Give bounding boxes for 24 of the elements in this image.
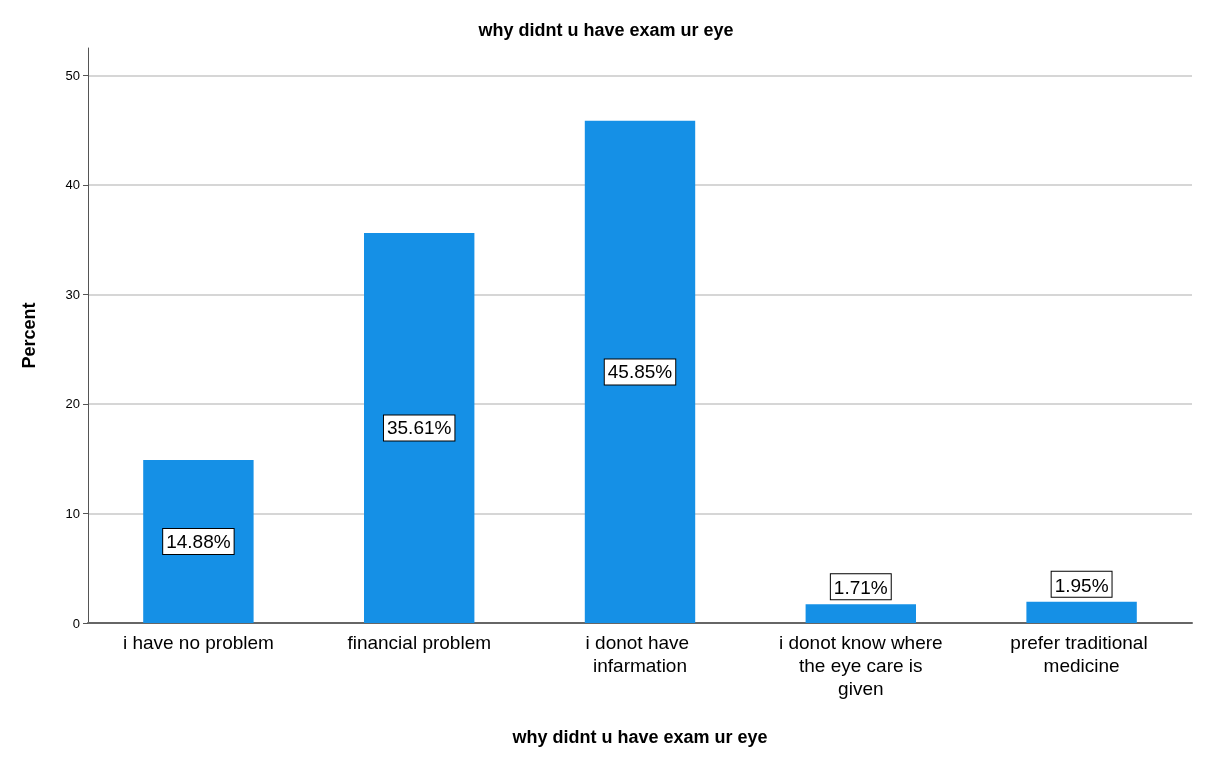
y-axis-title: Percent: [19, 302, 39, 369]
x-tick-label: i donot have infarmation: [585, 632, 695, 676]
data-label: 35.61%: [386, 417, 452, 439]
bar: [1026, 601, 1137, 623]
x-axis-title: why didnt u have exam ur eye: [511, 727, 768, 747]
y-tick-label: 20: [65, 396, 80, 412]
data-label: 45.85%: [607, 361, 673, 383]
y-tick-label: 0: [72, 615, 80, 631]
bar: [584, 120, 696, 623]
y-tick-label: 50: [65, 67, 80, 83]
bar: [805, 604, 916, 623]
x-tick-label: prefer traditional medicine: [1010, 632, 1153, 676]
x-tick-label: financial problem: [347, 632, 492, 653]
chart-title: why didnt u have exam ur eye: [477, 20, 734, 40]
y-tick-label: 30: [65, 286, 80, 302]
data-label: 14.88%: [166, 531, 231, 553]
bar: [364, 232, 475, 623]
bar: [143, 460, 254, 623]
y-tick-label: 40: [65, 177, 80, 193]
data-label: 1.71%: [833, 577, 888, 599]
data-label: 1.95%: [1054, 574, 1109, 596]
x-tick-label: i have no problem: [122, 632, 274, 653]
y-tick-label: 10: [65, 505, 80, 521]
x-tick-label: i donot know where the eye care is given: [778, 632, 943, 699]
